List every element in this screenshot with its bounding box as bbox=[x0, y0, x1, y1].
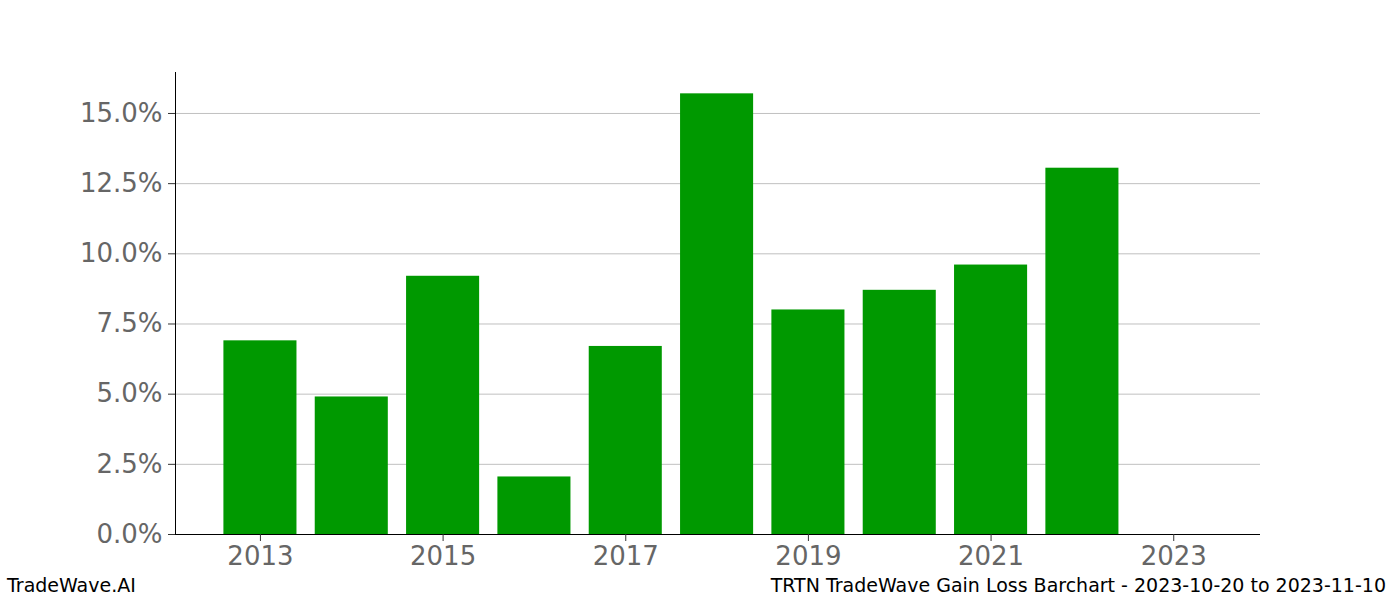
svg-text:5.0%: 5.0% bbox=[96, 378, 162, 408]
svg-text:2013: 2013 bbox=[227, 541, 293, 571]
svg-text:2021: 2021 bbox=[958, 541, 1024, 571]
svg-text:0.0%: 0.0% bbox=[96, 519, 162, 549]
svg-text:2023: 2023 bbox=[1141, 541, 1207, 571]
svg-text:2.5%: 2.5% bbox=[96, 449, 162, 479]
svg-text:15.0%: 15.0% bbox=[80, 98, 163, 128]
svg-text:2015: 2015 bbox=[410, 541, 476, 571]
html-text:TradeWave.AI: TradeWave.AI bbox=[7, 574, 136, 596]
svg-text:7.5%: 7.5% bbox=[96, 308, 162, 338]
svg-text:12.5%: 12.5% bbox=[80, 168, 163, 198]
svg-text:2019: 2019 bbox=[775, 541, 841, 571]
svg-text:2017: 2017 bbox=[593, 541, 659, 571]
html-text:TRTN TradeWave Gain Loss Barch: TRTN TradeWave Gain Loss Barchart - 2023… bbox=[770, 574, 1386, 596]
svg-text:10.0%: 10.0% bbox=[80, 238, 163, 268]
